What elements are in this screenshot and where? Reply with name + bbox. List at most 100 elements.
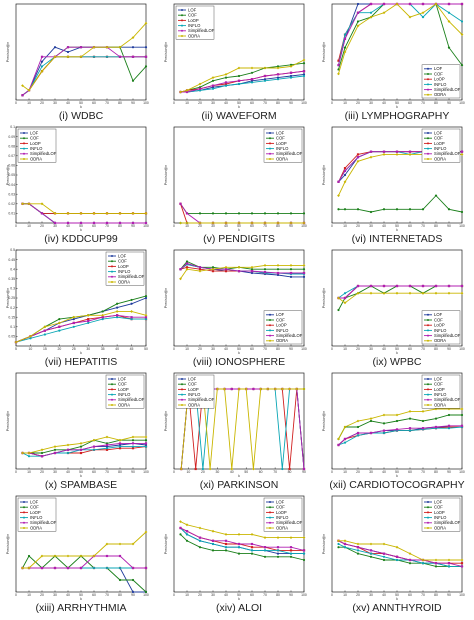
legend-label: ODRA [188,33,200,38]
legend-box [421,64,461,99]
data-point [343,425,347,429]
data-point [263,268,267,271]
data-point [356,549,360,552]
x-tick-label: 70 [421,101,425,105]
x-tick-label: 30 [211,593,215,597]
x-tick-label: 100 [459,224,465,228]
data-point [259,387,263,391]
data-point [356,431,360,435]
data-point [434,407,438,411]
data-point [144,439,148,442]
data-point [408,417,412,420]
data-point [343,437,347,441]
x-tick-label: 100 [143,224,149,228]
x-tick-label: 50 [395,224,399,228]
data-point [408,427,412,430]
data-point [447,407,451,411]
data-point [434,194,438,197]
legend-marker [23,511,25,514]
x-axis-label: k [80,351,82,355]
data-point [79,55,83,59]
x-tick-label: 50 [237,101,241,105]
data-point [250,542,254,546]
legend-marker [427,142,429,145]
x-tick-label: 60 [259,470,263,474]
legend-marker [181,404,183,406]
data-point [447,427,451,430]
data-point [224,73,228,76]
data-point [131,445,135,448]
data-point [21,566,24,570]
legend-marker [427,339,429,342]
legend-label: SimplifiedLOF [276,333,303,338]
data-point [116,302,119,305]
x-tick-label: 40 [66,224,70,228]
x-tick-label: 20 [40,101,44,105]
legend-label: COF [276,136,285,141]
data-point [185,523,189,527]
x-tick-label: 100 [301,101,307,105]
data-point [337,443,340,447]
data-point [211,266,215,269]
data-point [408,153,412,156]
data-point [118,212,122,215]
legend-marker [269,527,271,529]
data-point [144,296,148,300]
data-point [118,578,122,582]
data-point [395,2,399,6]
legend-label: SimplifiedLOF [434,397,461,402]
x-tick-label: 10 [343,101,347,105]
data-point [185,539,189,542]
data-point [66,212,70,215]
data-point [302,62,306,65]
data-point [131,542,135,546]
panel-title: (iii) LYMPHOGRAPHY [345,110,450,122]
x-tick-label: 70 [105,101,109,105]
x-tick-label: 30 [86,347,90,351]
legend-label: SimplifiedLOF [276,151,303,156]
data-point [185,90,189,94]
data-point [252,467,255,471]
x-tick-label: 30 [369,347,373,351]
x-axis-label: k [80,597,82,601]
legend-box [17,497,57,532]
data-point [447,284,451,288]
y-tick-label: 0.08 [8,144,15,148]
data-point [211,529,215,533]
x-tick-label: 50 [237,224,241,228]
data-point [250,265,254,269]
data-point [408,552,412,555]
chart-panel: 0 10 20 30 40 50 60 70 80 90 100 k Precision@n LOFCOF… [322,249,465,368]
legend-label: LoOP [434,77,445,82]
x-tick-label: 20 [198,101,202,105]
legend-marker [181,388,183,391]
data-point [237,79,241,82]
x-tick-label: 70 [105,593,109,597]
data-point [337,59,340,62]
x-tick-label: 30 [53,593,57,597]
data-point [224,82,228,86]
data-point [27,89,31,92]
legend-label: SimplifiedLOF [118,397,145,402]
legend-marker [427,388,429,391]
data-point [337,208,340,211]
legend-marker [181,398,183,401]
data-point [53,212,57,215]
data-point [21,451,24,455]
legend-marker [181,14,183,17]
x-tick-label: 100 [459,593,465,597]
y-axis-label: Precision@n [6,165,10,185]
data-point [144,530,148,534]
data-point [395,428,399,431]
x-tick-label: 0 [173,347,175,351]
data-point [302,73,306,76]
x-tick-label: 60 [408,593,412,597]
x-tick-label: 90 [131,470,135,474]
legend-label: ODRA [118,279,130,284]
data-point [263,74,267,78]
legend-label: COF [276,505,285,510]
data-point [179,277,182,281]
legend-label: LOF [118,253,127,258]
legend-marker [23,142,25,145]
data-point [230,387,233,391]
